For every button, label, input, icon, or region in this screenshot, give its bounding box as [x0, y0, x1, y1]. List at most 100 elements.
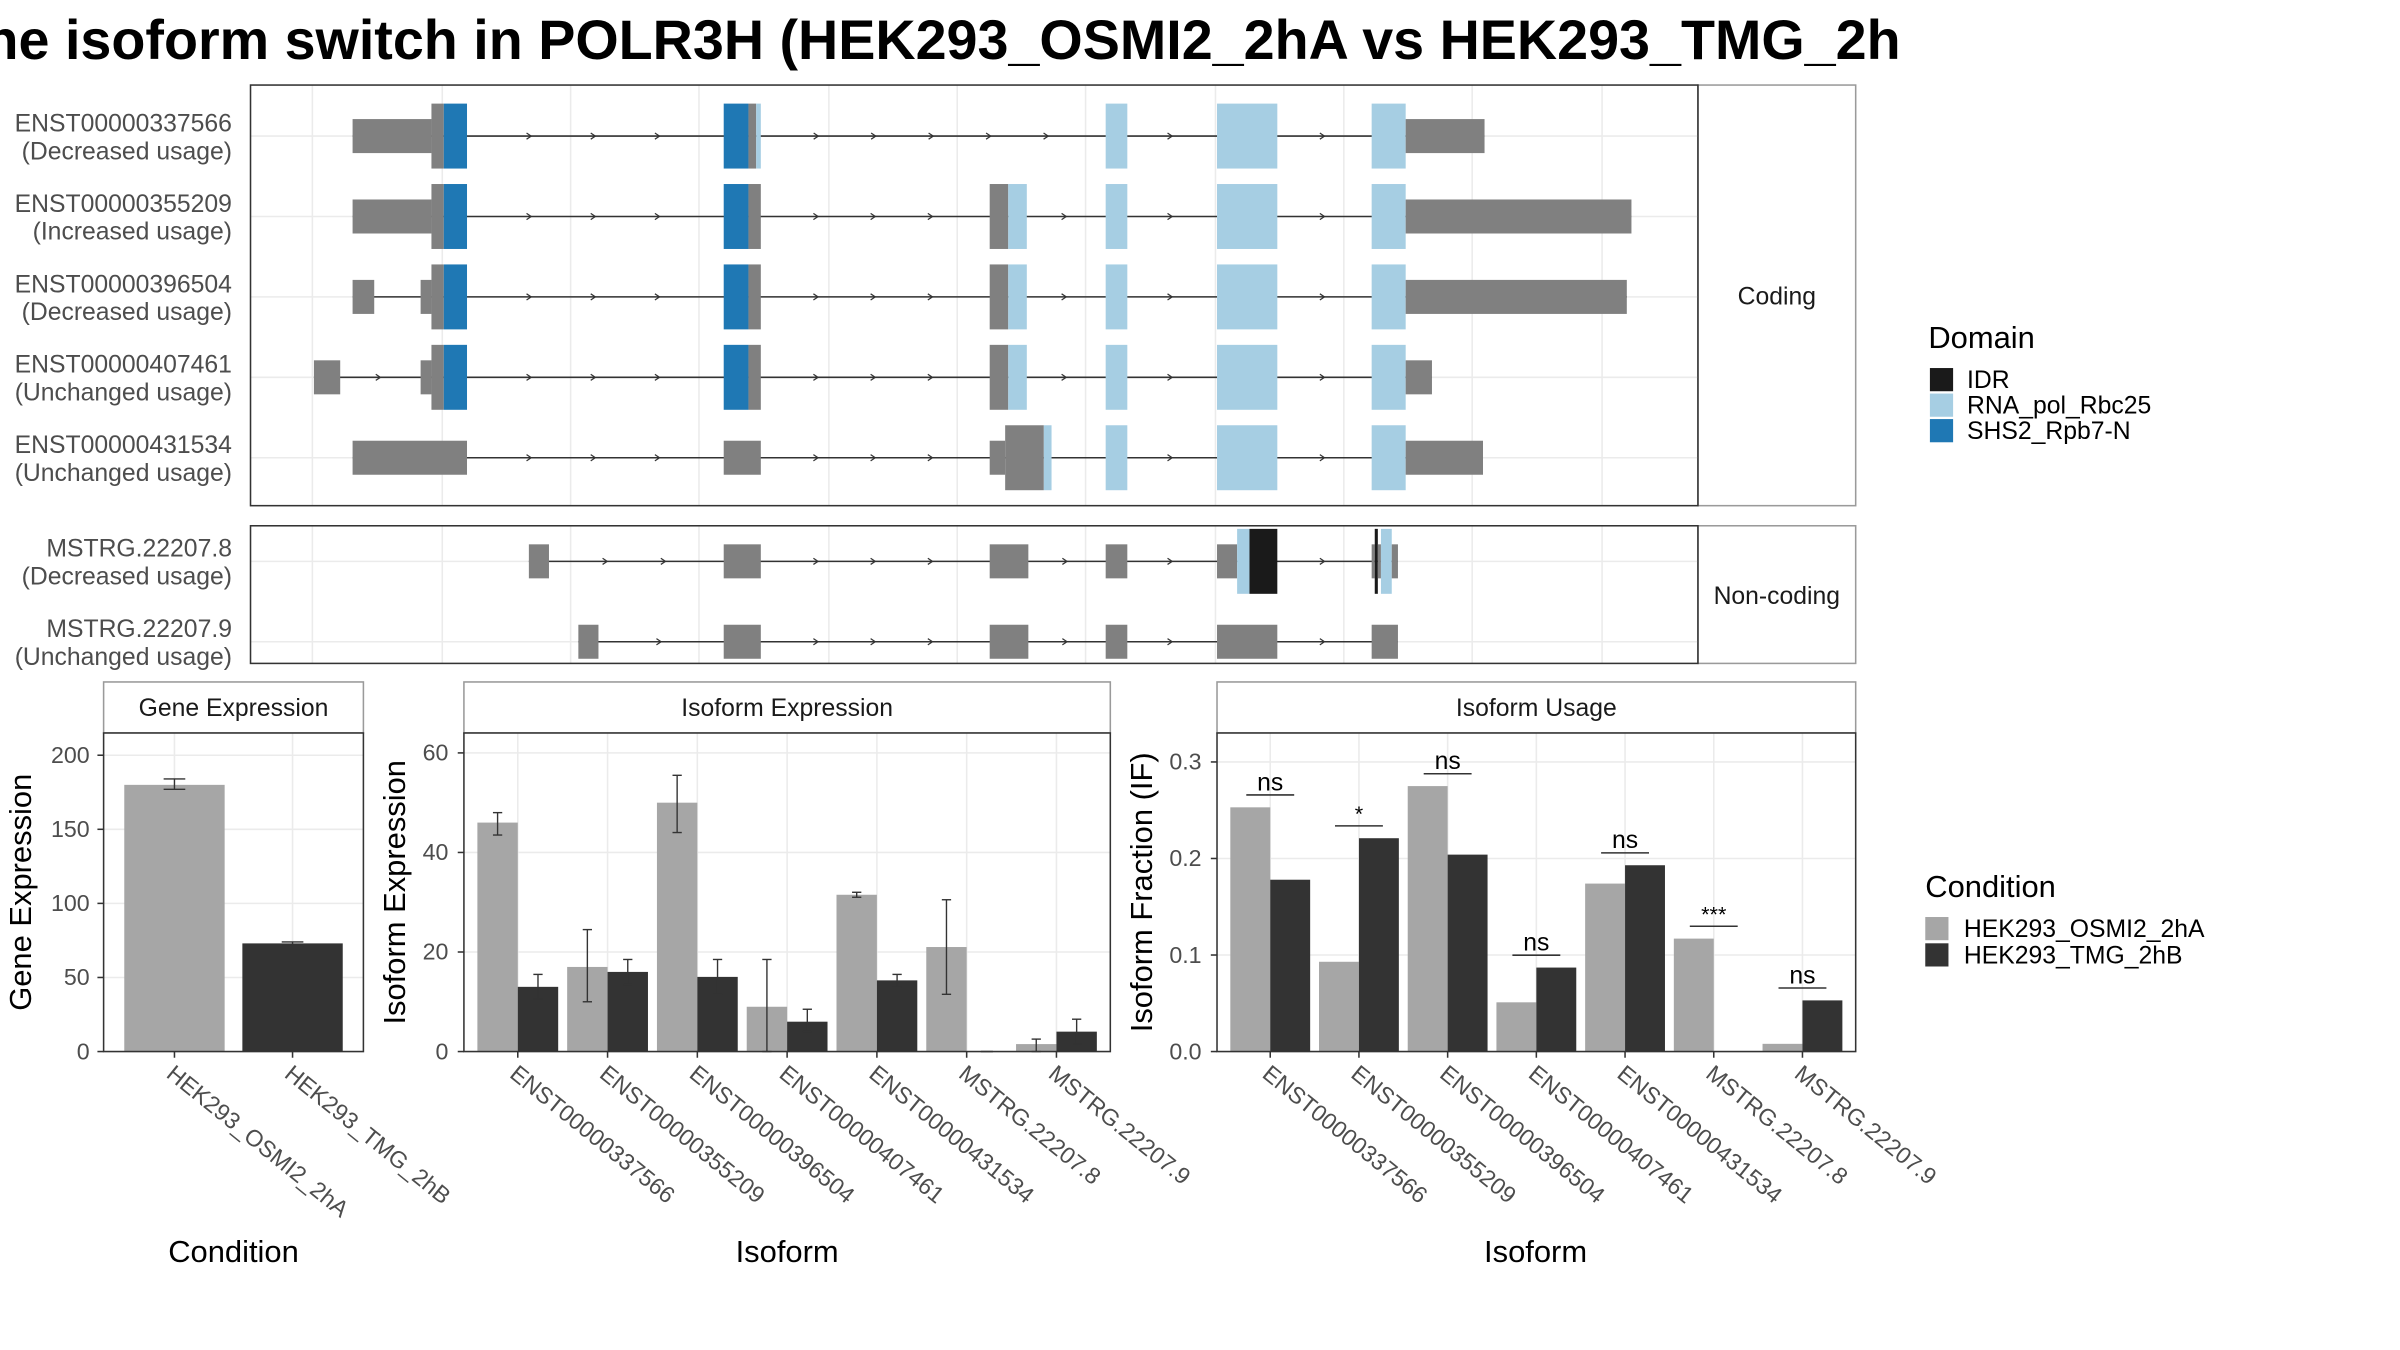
condition-legend-swatch — [1925, 943, 1949, 967]
intron-arrow — [870, 293, 877, 301]
intron-arrow — [1319, 293, 1326, 301]
rbc25-domain-exon — [1371, 344, 1406, 410]
utr-exon — [723, 624, 761, 659]
noncoding-panel-border — [249, 525, 1699, 665]
condition-legend-label: HEK293_TMG_2hB — [1964, 942, 2183, 969]
intron-arrow — [526, 212, 533, 221]
domain-legend-label: RNA_pol_Rbc25 — [1967, 393, 2151, 420]
intron-arrow — [1319, 132, 1326, 140]
rbc25-domain-exon — [1105, 184, 1128, 249]
bar — [1802, 1000, 1843, 1052]
utr-exon — [578, 624, 599, 659]
rbc25-domain-exon — [1105, 425, 1128, 491]
bar — [1407, 786, 1448, 1052]
transcript-id-label: ENST00000431534 — [15, 432, 233, 459]
cds-exon — [431, 103, 444, 169]
transcript-id-label: ENST00000407461 — [15, 352, 232, 379]
shs2-domain-exon — [723, 344, 749, 410]
rbc25-domain-exon — [1008, 264, 1027, 330]
transcript-usage-label: (Unchanged usage) — [15, 380, 232, 407]
chart-title: Isoform Expression — [681, 695, 893, 722]
rbc25-domain-exon — [1217, 184, 1278, 249]
intron-arrow — [813, 638, 820, 646]
bar — [1762, 1043, 1803, 1052]
rbc25-domain-exon — [1105, 264, 1128, 330]
utr-exon — [1105, 544, 1128, 579]
y-tick-label: 40 — [423, 839, 449, 865]
x-tick-label: ENST00000337566 — [1258, 1060, 1433, 1208]
intron-arrow — [928, 132, 935, 140]
rbc25-domain-exon — [1217, 103, 1278, 169]
significance-label: ns — [1523, 930, 1549, 957]
intron-arrow — [870, 557, 877, 565]
transcript-usage-label: (Unchanged usage) — [15, 644, 232, 671]
intron-arrow — [927, 373, 934, 381]
domain-legend-swatch — [1929, 419, 1954, 443]
y-axis-title: Isoform Fraction (IF) — [1124, 752, 1159, 1032]
coding-strip — [1697, 84, 1857, 507]
intron-arrow — [927, 454, 934, 462]
y-tick-label: 0.2 — [1169, 845, 1201, 871]
intron-arrow — [1167, 557, 1174, 565]
utr-exon — [1405, 119, 1485, 154]
chart-isoform-expression: Isoform Expression 0 20 40 60 ENST00000337566… — [377, 681, 1196, 1269]
x-axis-title: Isoform — [1484, 1234, 1587, 1269]
intron-arrow — [927, 212, 934, 221]
intron-arrow — [1167, 454, 1174, 462]
chart-title: Isoform Usage — [1456, 695, 1617, 722]
condition-legend-swatch — [1925, 917, 1949, 941]
figure-title: ne isoform switch in POLR3H (HEK293_OSMI… — [0, 7, 1901, 72]
intron-arrow — [590, 454, 597, 462]
intron-arrow — [927, 557, 934, 565]
intron-arrow — [870, 454, 877, 462]
intron-arrow — [813, 212, 820, 221]
utr-exon — [989, 624, 1029, 659]
condition-legend-title: Condition — [1925, 869, 2056, 904]
intron-arrow — [1319, 373, 1326, 381]
y-tick-label: 100 — [51, 890, 90, 916]
intron-arrow — [1319, 454, 1326, 462]
x-axis-title: Condition — [168, 1234, 299, 1269]
x-tick-label: ENST00000396504 — [1435, 1060, 1610, 1208]
x-tick-label: ENST00000431534 — [1613, 1060, 1788, 1208]
intron-arrow — [654, 293, 661, 301]
bar — [1536, 967, 1577, 1052]
y-tick-label: 0 — [436, 1038, 449, 1064]
intron-arrow — [1319, 212, 1326, 221]
intron-arrow — [526, 373, 533, 381]
utr-exon — [420, 360, 432, 395]
utr-exon — [352, 199, 432, 234]
intron-arrow — [654, 373, 661, 381]
utr-exon — [420, 279, 432, 314]
rbc25-domain-exon — [1371, 184, 1406, 249]
intron-arrow — [602, 557, 609, 565]
y-tick-label: 0.0 — [1169, 1038, 1201, 1064]
rbc25-domain-exon — [1043, 425, 1052, 491]
transcript-model — [352, 264, 1627, 330]
rbc25-domain-exon — [1371, 425, 1406, 491]
significance-label: *** — [1701, 902, 1727, 927]
cds-exon — [431, 264, 444, 330]
chart-strip — [102, 681, 365, 734]
transcript-usage-label: (Decreased usage) — [22, 138, 232, 165]
cds-exon — [431, 344, 444, 410]
utr-exon — [1405, 279, 1627, 314]
transcript-model — [352, 425, 1483, 491]
utr-exon — [1217, 624, 1278, 659]
bar — [1270, 879, 1311, 1052]
intron-arrow — [813, 132, 820, 140]
bar — [242, 943, 343, 1052]
intron-arrow — [660, 557, 667, 565]
noncoding-panel-bg — [250, 525, 1698, 664]
intron-arrow — [813, 557, 820, 565]
intron-arrow — [654, 212, 661, 221]
significance-label: ns — [1435, 748, 1461, 775]
intron-arrow — [927, 638, 934, 646]
y-tick-label: 0 — [77, 1038, 90, 1064]
intron-arrow — [526, 293, 533, 301]
intron-arrow — [1167, 293, 1174, 301]
bar — [1447, 854, 1488, 1052]
cds-exon — [748, 103, 757, 169]
utr-exon — [528, 544, 549, 579]
